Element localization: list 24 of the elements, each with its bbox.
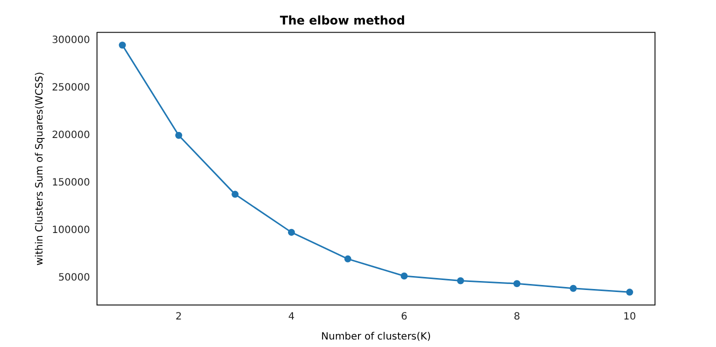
point bbox=[626, 288, 634, 296]
point bbox=[288, 228, 295, 236]
y-tick-label: 150000 bbox=[52, 178, 90, 188]
point bbox=[400, 272, 408, 280]
y-axis-title: within Clusters Sum of Squares(WCSS) bbox=[34, 72, 46, 266]
x-tick-label: 10 bbox=[623, 312, 636, 323]
point bbox=[457, 277, 464, 284]
point bbox=[232, 190, 239, 198]
point bbox=[344, 255, 352, 262]
x-tick-label: 2 bbox=[176, 312, 182, 323]
y-tick-label: 50000 bbox=[58, 272, 90, 284]
x-tick-label: 4 bbox=[288, 312, 295, 323]
y-tick-label: 250000 bbox=[52, 82, 90, 94]
x-axis-title: Number of clusters(K) bbox=[321, 332, 431, 343]
y-tick-label: 200000 bbox=[52, 130, 90, 141]
chart-title: The elbow method bbox=[280, 13, 406, 28]
y-tick-label: 300000 bbox=[52, 34, 90, 46]
point bbox=[513, 280, 520, 288]
point bbox=[118, 42, 126, 49]
point bbox=[570, 284, 577, 292]
y-tick-label: 100000 bbox=[52, 225, 90, 236]
x-tick-label: 6 bbox=[400, 312, 408, 323]
x-tick-label: 8 bbox=[514, 312, 520, 323]
point bbox=[175, 132, 182, 139]
